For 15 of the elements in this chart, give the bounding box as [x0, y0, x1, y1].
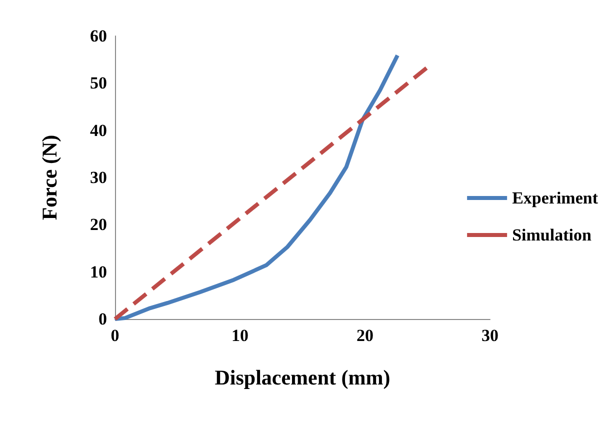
- y-tick-label: 60: [90, 26, 107, 46]
- y-tick-label: 0: [98, 310, 107, 328]
- y-tick-label: 50: [90, 74, 107, 93]
- x-axis-title: Displacement (mm): [214, 366, 390, 390]
- x-tick-label: 20: [356, 326, 374, 345]
- x-tick-label: 10: [232, 326, 248, 345]
- legend-label: Simulation: [512, 226, 592, 244]
- y-tick-label: 20: [90, 215, 107, 234]
- y-tick-label: 40: [90, 120, 107, 140]
- legend-label: Experiment: [512, 188, 598, 208]
- x-tick-label: 0: [110, 326, 120, 345]
- x-tick-label: 30: [482, 326, 498, 345]
- y-tick-label: 30: [90, 168, 107, 187]
- y-tick-label: 10: [90, 262, 107, 282]
- y-axis-title: Force (N): [38, 134, 62, 220]
